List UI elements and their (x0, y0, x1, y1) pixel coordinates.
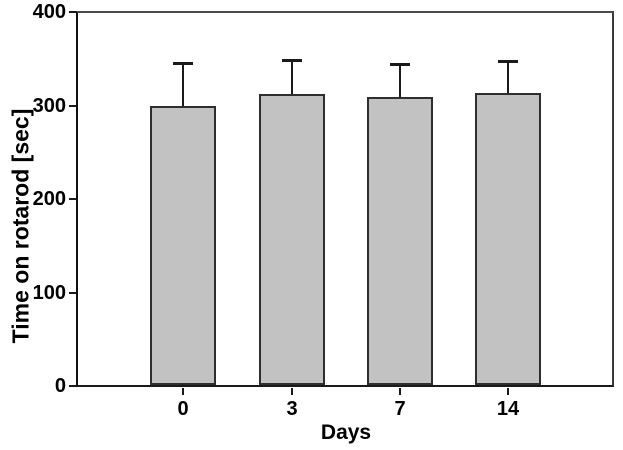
error-bar-line (399, 64, 401, 97)
x-tick-label: 14 (496, 398, 520, 420)
x-tick-label: 7 (394, 398, 406, 420)
error-bar-cap (498, 60, 518, 64)
error-bar-cap (282, 58, 302, 62)
y-tick-label: 0 (54, 375, 66, 397)
y-tick-label: 400 (32, 1, 66, 23)
error-bar-cap (173, 62, 193, 66)
bar-day-14 (475, 92, 541, 385)
y-tick (69, 11, 76, 13)
y-tick (69, 385, 76, 387)
bar-day-3 (259, 93, 325, 385)
x-tick-label: 0 (177, 398, 189, 420)
error-bar-line (507, 61, 509, 93)
error-bar-line (291, 59, 293, 94)
x-tick-label: 3 (286, 398, 298, 420)
x-tick (182, 388, 184, 395)
x-axis-title: Days (320, 421, 372, 444)
y-tick (69, 198, 76, 200)
y-tick-label: 300 (32, 94, 66, 117)
x-tick (399, 388, 401, 395)
error-bar-cap (390, 63, 410, 67)
y-tick (69, 291, 76, 294)
plot-area (76, 11, 614, 387)
y-axis-title: Time on rotarod [sec] (7, 108, 34, 344)
y-tick-label: 200 (32, 188, 66, 210)
bar-day-7 (367, 96, 433, 385)
bar-day-0 (150, 106, 216, 385)
y-tick-label: 100 (32, 281, 66, 304)
x-tick (507, 388, 509, 395)
y-tick (69, 104, 76, 107)
x-tick (291, 388, 293, 395)
error-bar-line (182, 63, 184, 106)
